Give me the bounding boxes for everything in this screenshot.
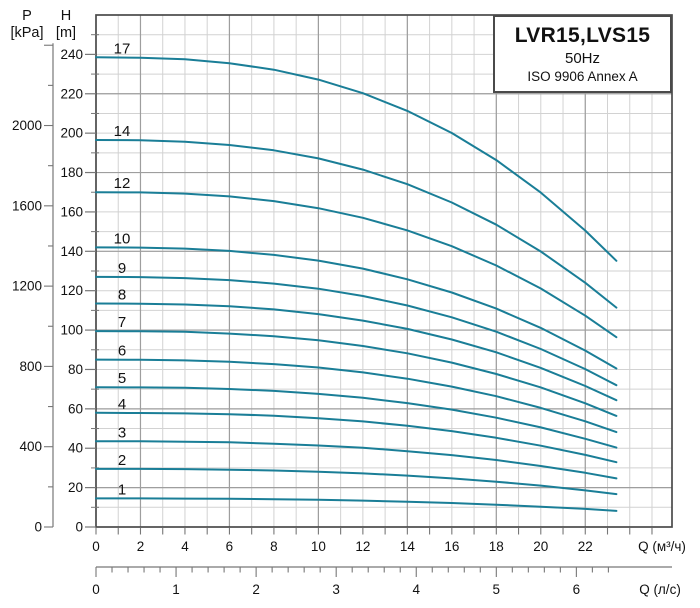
flow-axis-label-m3h: Q (м³/ч) (638, 539, 686, 554)
svg-text:180: 180 (60, 165, 83, 180)
svg-text:1200: 1200 (12, 279, 42, 294)
head-axis-title: H (60, 8, 72, 24)
svg-text:0: 0 (92, 539, 100, 554)
svg-text:80: 80 (68, 362, 83, 377)
svg-text:14: 14 (400, 539, 416, 554)
svg-text:1600: 1600 (12, 198, 42, 213)
pump-curve-1 (95, 497, 618, 512)
head-axis-unit: [m] (55, 25, 77, 41)
pump-curve-8 (95, 302, 618, 402)
curve-label-9: 9 (118, 260, 126, 277)
pump-curve-17 (95, 56, 618, 262)
pump-curve-12 (95, 191, 618, 339)
svg-text:2000: 2000 (12, 118, 42, 133)
standard-label: ISO 9906 Annex A (527, 68, 638, 84)
curve-label-8: 8 (118, 286, 126, 303)
svg-text:4: 4 (181, 539, 189, 554)
svg-text:8: 8 (270, 539, 278, 554)
svg-text:60: 60 (68, 401, 83, 416)
curve-label-4: 4 (118, 396, 126, 413)
curve-label-1: 1 (118, 481, 126, 498)
pressure-axis-title: P (22, 8, 32, 24)
curve-label-12: 12 (114, 175, 131, 192)
model-name: LVR15,LVS15 (514, 23, 651, 47)
pressure-axis: 0 400 800 1200 1600 2000 (12, 43, 54, 535)
title-box: LVR15,LVS15 50Hz ISO 9906 Annex A (493, 15, 672, 93)
frequency-label: 50Hz (564, 49, 601, 67)
curve-label-2: 2 (118, 452, 126, 469)
curve-label-10: 10 (114, 230, 131, 247)
pump-curve-5 (95, 386, 618, 449)
flow-ls-axis: 0 1 2 3 4 5 6 (92, 566, 672, 597)
pump-curve-14 (95, 139, 618, 309)
curve-label-6: 6 (118, 343, 126, 360)
pump-curve-9 (95, 275, 618, 387)
svg-text:6: 6 (226, 539, 234, 554)
svg-text:20: 20 (533, 539, 548, 554)
svg-text:18: 18 (489, 539, 504, 554)
svg-text:22: 22 (578, 539, 593, 554)
svg-text:400: 400 (19, 439, 42, 454)
svg-text:5: 5 (493, 582, 501, 597)
flow-axis-label-ls: Q (л/с) (639, 582, 681, 597)
svg-text:120: 120 (60, 283, 83, 298)
curve-label-17: 17 (114, 40, 131, 57)
svg-text:160: 160 (60, 204, 83, 219)
curve-label-14: 14 (114, 123, 131, 140)
svg-text:10: 10 (311, 539, 326, 554)
pump-curve-10 (95, 246, 618, 370)
svg-text:2: 2 (252, 582, 260, 597)
pump-curves (95, 56, 618, 512)
svg-text:6: 6 (573, 582, 581, 597)
svg-text:16: 16 (444, 539, 459, 554)
svg-text:1: 1 (172, 582, 180, 597)
svg-text:100: 100 (60, 323, 83, 338)
svg-text:0: 0 (92, 582, 100, 597)
svg-text:0: 0 (34, 520, 42, 535)
svg-text:3: 3 (332, 582, 340, 597)
svg-text:12: 12 (355, 539, 370, 554)
pump-curve-2 (95, 467, 618, 496)
svg-text:20: 20 (68, 480, 83, 495)
pump-curve-7 (95, 330, 618, 417)
pressure-axis-unit: [kPa] (10, 25, 44, 41)
svg-text:240: 240 (60, 47, 83, 62)
svg-text:140: 140 (60, 244, 83, 259)
curve-label-5: 5 (118, 370, 126, 387)
svg-text:800: 800 (19, 359, 42, 374)
svg-text:0: 0 (75, 520, 83, 535)
svg-text:2: 2 (137, 539, 145, 554)
svg-text:220: 220 (60, 86, 83, 101)
head-axis: 0 20 40 60 80 100 120 140 160 180 200 220 240 (60, 34, 99, 535)
flow-m3h-axis: 0 2 4 6 8 10 12 14 16 18 20 22 (92, 528, 653, 554)
pump-curve-3 (95, 440, 618, 480)
svg-text:40: 40 (68, 441, 83, 456)
curve-label-3: 3 (118, 424, 126, 441)
svg-text:4: 4 (412, 582, 420, 597)
svg-text:200: 200 (60, 126, 83, 141)
pump-curve-4 (95, 411, 618, 464)
pump-curve-6 (95, 358, 618, 434)
curve-label-7: 7 (118, 314, 126, 331)
grid-major (96, 15, 672, 527)
